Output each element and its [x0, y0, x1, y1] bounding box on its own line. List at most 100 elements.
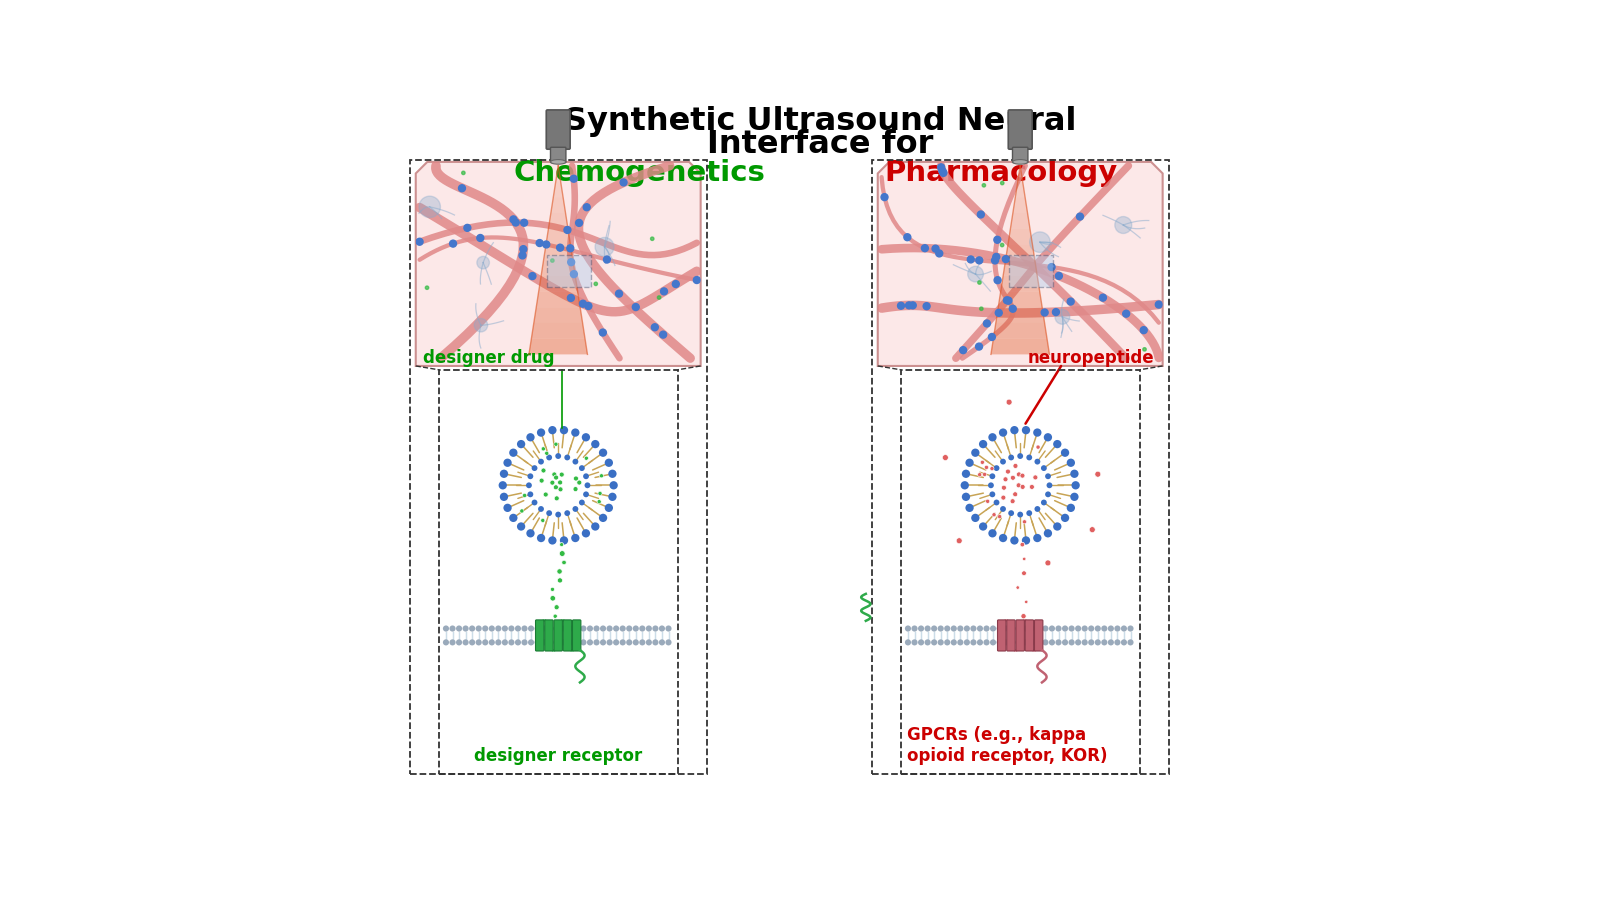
Circle shape: [517, 522, 525, 531]
Polygon shape: [416, 162, 701, 366]
Circle shape: [970, 639, 976, 645]
Circle shape: [550, 481, 555, 485]
Text: Synthetic Ultrasound Neural: Synthetic Ultrasound Neural: [563, 106, 1077, 138]
Circle shape: [976, 343, 982, 350]
Circle shape: [546, 454, 552, 461]
Circle shape: [1155, 302, 1162, 308]
Circle shape: [499, 492, 509, 501]
Circle shape: [1003, 477, 1008, 482]
Circle shape: [1077, 213, 1083, 220]
Circle shape: [621, 179, 627, 186]
Circle shape: [960, 346, 966, 354]
Circle shape: [1002, 495, 1006, 500]
Circle shape: [906, 626, 910, 632]
Circle shape: [1029, 484, 1034, 490]
Circle shape: [1003, 297, 1010, 304]
Circle shape: [544, 451, 549, 455]
Circle shape: [456, 639, 462, 645]
Circle shape: [594, 283, 597, 285]
Circle shape: [659, 626, 666, 632]
Circle shape: [594, 639, 600, 645]
Circle shape: [976, 256, 982, 264]
Circle shape: [1062, 639, 1069, 645]
Circle shape: [477, 235, 483, 241]
Circle shape: [957, 639, 963, 645]
Circle shape: [563, 227, 571, 233]
Circle shape: [1042, 500, 1046, 506]
Circle shape: [534, 639, 541, 645]
Circle shape: [989, 491, 995, 498]
Circle shape: [464, 224, 470, 231]
Polygon shape: [1013, 197, 1027, 213]
Circle shape: [1056, 626, 1061, 632]
Circle shape: [587, 626, 594, 632]
Circle shape: [640, 626, 645, 632]
Circle shape: [1094, 472, 1101, 477]
Circle shape: [443, 626, 450, 632]
Circle shape: [1003, 639, 1010, 645]
Polygon shape: [1005, 245, 1035, 260]
FancyBboxPatch shape: [1008, 110, 1032, 149]
FancyBboxPatch shape: [550, 148, 566, 163]
Circle shape: [587, 639, 594, 645]
Circle shape: [613, 639, 619, 645]
Circle shape: [488, 626, 494, 632]
Circle shape: [600, 329, 606, 336]
FancyBboxPatch shape: [563, 620, 571, 651]
Circle shape: [542, 241, 550, 248]
Circle shape: [659, 331, 667, 338]
Circle shape: [1019, 473, 1026, 478]
Circle shape: [992, 254, 1000, 260]
Circle shape: [965, 459, 974, 467]
Circle shape: [475, 626, 482, 632]
Circle shape: [994, 276, 1002, 284]
Circle shape: [1022, 626, 1029, 632]
Circle shape: [605, 459, 613, 467]
Circle shape: [1128, 639, 1133, 645]
Circle shape: [477, 256, 490, 269]
Polygon shape: [995, 307, 1045, 323]
Text: Chemogenetics: Chemogenetics: [514, 158, 765, 186]
Circle shape: [571, 428, 579, 436]
Circle shape: [520, 508, 523, 513]
Circle shape: [1088, 626, 1094, 632]
FancyBboxPatch shape: [554, 620, 562, 651]
Circle shape: [1070, 470, 1078, 478]
Circle shape: [518, 252, 526, 259]
FancyBboxPatch shape: [1013, 148, 1027, 163]
Circle shape: [573, 487, 578, 491]
Circle shape: [469, 626, 475, 632]
Circle shape: [990, 466, 994, 471]
Bar: [438, 370, 677, 774]
Circle shape: [1072, 482, 1080, 490]
Bar: [872, 160, 1170, 774]
Circle shape: [1024, 600, 1027, 604]
FancyBboxPatch shape: [536, 620, 544, 651]
Circle shape: [1123, 310, 1130, 317]
Circle shape: [938, 164, 944, 171]
Circle shape: [1067, 459, 1075, 467]
Polygon shape: [534, 307, 582, 323]
FancyBboxPatch shape: [1035, 620, 1043, 651]
Circle shape: [640, 639, 645, 645]
Circle shape: [984, 320, 990, 327]
Circle shape: [581, 639, 587, 645]
Circle shape: [989, 473, 995, 479]
Circle shape: [1029, 626, 1035, 632]
Circle shape: [419, 196, 440, 218]
Polygon shape: [1008, 229, 1032, 245]
Polygon shape: [998, 292, 1042, 307]
Circle shape: [459, 184, 466, 192]
Circle shape: [998, 534, 1008, 542]
Circle shape: [653, 639, 659, 645]
Circle shape: [582, 433, 590, 441]
Circle shape: [960, 482, 970, 490]
Circle shape: [608, 470, 616, 478]
Circle shape: [1061, 514, 1069, 522]
Circle shape: [1045, 560, 1051, 566]
Circle shape: [598, 448, 608, 457]
Circle shape: [517, 440, 525, 448]
Circle shape: [1035, 639, 1042, 645]
Circle shape: [504, 459, 512, 467]
Circle shape: [984, 465, 989, 470]
